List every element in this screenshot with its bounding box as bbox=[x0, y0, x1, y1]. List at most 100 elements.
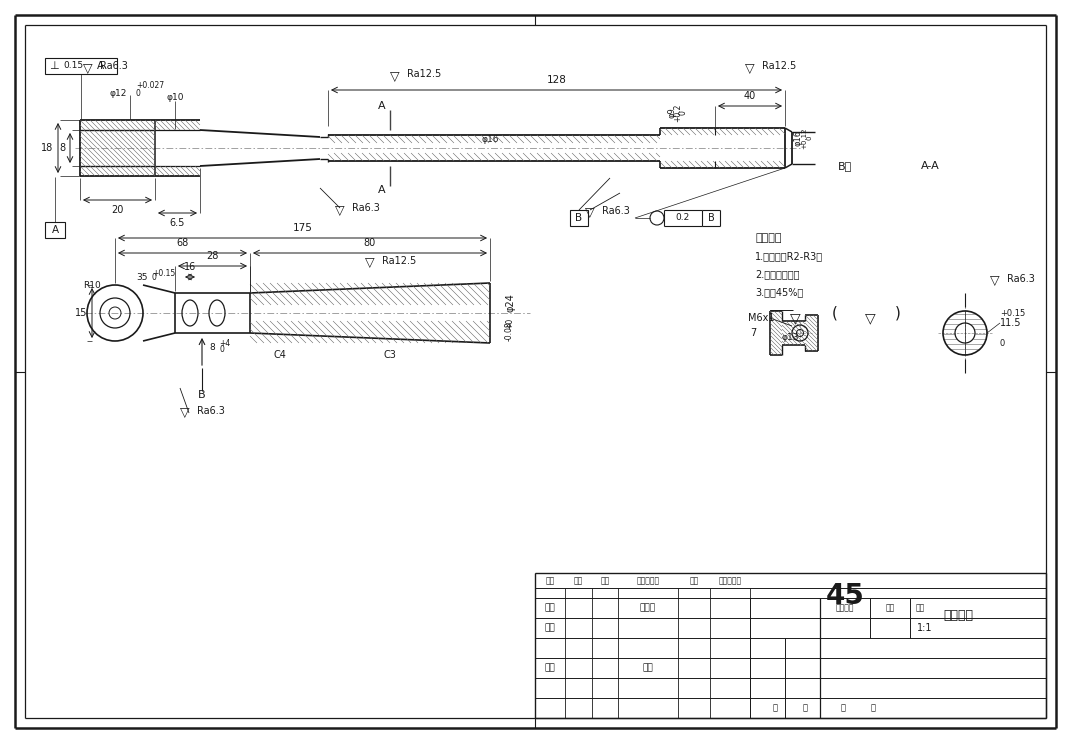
Text: 审核: 审核 bbox=[545, 623, 556, 632]
Text: 第: 第 bbox=[841, 704, 845, 713]
Text: φ9: φ9 bbox=[667, 108, 677, 118]
Text: 批准: 批准 bbox=[643, 663, 653, 672]
Text: ▽: ▽ bbox=[390, 70, 399, 82]
Text: 0: 0 bbox=[806, 136, 812, 140]
Text: 张: 张 bbox=[802, 704, 808, 713]
Text: 0: 0 bbox=[152, 273, 156, 282]
Text: B: B bbox=[708, 213, 714, 223]
Text: ▽: ▽ bbox=[585, 207, 594, 219]
Text: 0: 0 bbox=[1000, 339, 1006, 348]
Text: 175: 175 bbox=[292, 223, 313, 233]
Text: R10: R10 bbox=[84, 281, 101, 290]
Text: +0.027: +0.027 bbox=[136, 82, 164, 91]
Text: φ16: φ16 bbox=[481, 135, 499, 144]
Text: 8: 8 bbox=[209, 343, 215, 352]
Text: 40: 40 bbox=[744, 91, 756, 101]
Text: ⊥: ⊥ bbox=[49, 61, 59, 71]
Text: ▽: ▽ bbox=[335, 204, 345, 216]
Text: φ16: φ16 bbox=[794, 130, 802, 146]
Text: +4: +4 bbox=[218, 339, 230, 348]
Text: ▽: ▽ bbox=[864, 311, 875, 325]
Text: ▽: ▽ bbox=[365, 256, 375, 270]
Text: 128: 128 bbox=[546, 75, 567, 85]
FancyBboxPatch shape bbox=[570, 210, 588, 226]
FancyBboxPatch shape bbox=[45, 222, 65, 238]
Text: 8: 8 bbox=[59, 143, 65, 153]
Text: 28: 28 bbox=[207, 251, 218, 261]
Text: 1.未注圆角R2-R3。: 1.未注圆角R2-R3。 bbox=[755, 251, 824, 261]
Text: A: A bbox=[51, 225, 59, 235]
Text: 工艺: 工艺 bbox=[545, 663, 556, 672]
Text: 数量: 数量 bbox=[573, 577, 583, 585]
Text: ▽: ▽ bbox=[991, 274, 1000, 288]
Text: 35: 35 bbox=[136, 273, 148, 282]
Text: 11.5: 11.5 bbox=[1000, 318, 1022, 328]
Text: M6x1: M6x1 bbox=[748, 313, 774, 323]
Text: 0: 0 bbox=[136, 88, 141, 97]
Text: ▽: ▽ bbox=[84, 62, 93, 74]
Text: ▽: ▽ bbox=[745, 62, 755, 74]
Text: 0.2: 0.2 bbox=[676, 213, 690, 222]
Text: 45: 45 bbox=[826, 582, 864, 609]
Text: +0.2: +0.2 bbox=[674, 104, 682, 122]
Text: (: ( bbox=[832, 305, 838, 320]
Text: +0.15: +0.15 bbox=[1000, 308, 1025, 317]
Text: +0: +0 bbox=[506, 317, 514, 328]
Text: 比例: 比例 bbox=[916, 603, 924, 612]
Text: 签名: 签名 bbox=[690, 577, 698, 585]
Text: +0.15: +0.15 bbox=[152, 268, 176, 277]
Text: 0: 0 bbox=[679, 111, 688, 115]
Text: 6.5: 6.5 bbox=[170, 218, 185, 228]
Text: A: A bbox=[378, 101, 386, 111]
Text: 2.去毛刺倒角。: 2.去毛刺倒角。 bbox=[755, 269, 799, 279]
Text: 分区: 分区 bbox=[601, 577, 609, 585]
Text: 7: 7 bbox=[750, 328, 756, 338]
Text: φ12: φ12 bbox=[109, 88, 126, 97]
Text: 80: 80 bbox=[364, 238, 376, 248]
Text: 年、月、日: 年、月、日 bbox=[719, 577, 741, 585]
Text: Ra12.5: Ra12.5 bbox=[761, 61, 796, 71]
Text: 0: 0 bbox=[218, 345, 224, 354]
Text: Ra6.3: Ra6.3 bbox=[197, 406, 225, 416]
Text: 20: 20 bbox=[111, 205, 123, 215]
Text: ▽: ▽ bbox=[180, 406, 190, 420]
Text: Ra12.5: Ra12.5 bbox=[407, 69, 441, 79]
Text: 共: 共 bbox=[772, 704, 778, 713]
Text: 技术要求: 技术要求 bbox=[755, 233, 782, 243]
Text: C3: C3 bbox=[383, 350, 396, 360]
Text: Ra6.3: Ra6.3 bbox=[1007, 274, 1035, 284]
Text: Ra12.5: Ra12.5 bbox=[382, 256, 417, 266]
Text: 标记: 标记 bbox=[545, 577, 555, 585]
Text: 3.调质45%。: 3.调质45%。 bbox=[755, 287, 803, 297]
Text: 更改文件号: 更改文件号 bbox=[636, 577, 660, 585]
Text: C4: C4 bbox=[273, 350, 286, 360]
Text: -0.08: -0.08 bbox=[506, 321, 514, 341]
Text: 16: 16 bbox=[184, 262, 196, 272]
Text: A: A bbox=[96, 61, 104, 71]
Text: 0.15: 0.15 bbox=[63, 62, 84, 71]
Text: A-A: A-A bbox=[921, 161, 939, 171]
Text: A: A bbox=[378, 185, 386, 195]
Text: 操纵手柄: 操纵手柄 bbox=[942, 609, 972, 622]
Text: Ra6.3: Ra6.3 bbox=[100, 61, 127, 71]
Text: 标准化: 标准化 bbox=[640, 603, 657, 612]
Text: 15: 15 bbox=[75, 308, 87, 318]
Text: 图样标记: 图样标记 bbox=[835, 603, 855, 612]
Text: φ13: φ13 bbox=[781, 334, 799, 343]
Text: φ24: φ24 bbox=[506, 293, 515, 313]
Text: 68: 68 bbox=[177, 238, 188, 248]
Text: B剖: B剖 bbox=[838, 161, 853, 171]
Text: ▽: ▽ bbox=[789, 311, 800, 325]
Text: +0.12: +0.12 bbox=[801, 127, 808, 149]
Text: ): ) bbox=[895, 305, 901, 320]
Text: 1:1: 1:1 bbox=[917, 623, 933, 633]
FancyBboxPatch shape bbox=[45, 58, 117, 74]
Text: Ra6.3: Ra6.3 bbox=[602, 206, 630, 216]
Text: 18: 18 bbox=[41, 143, 52, 153]
Text: B: B bbox=[198, 390, 206, 400]
Text: B: B bbox=[575, 213, 583, 223]
Text: 张: 张 bbox=[871, 704, 875, 713]
Text: 拟制: 拟制 bbox=[545, 603, 556, 612]
Text: 重量: 重量 bbox=[886, 603, 894, 612]
Text: Ra6.3: Ra6.3 bbox=[352, 203, 380, 213]
